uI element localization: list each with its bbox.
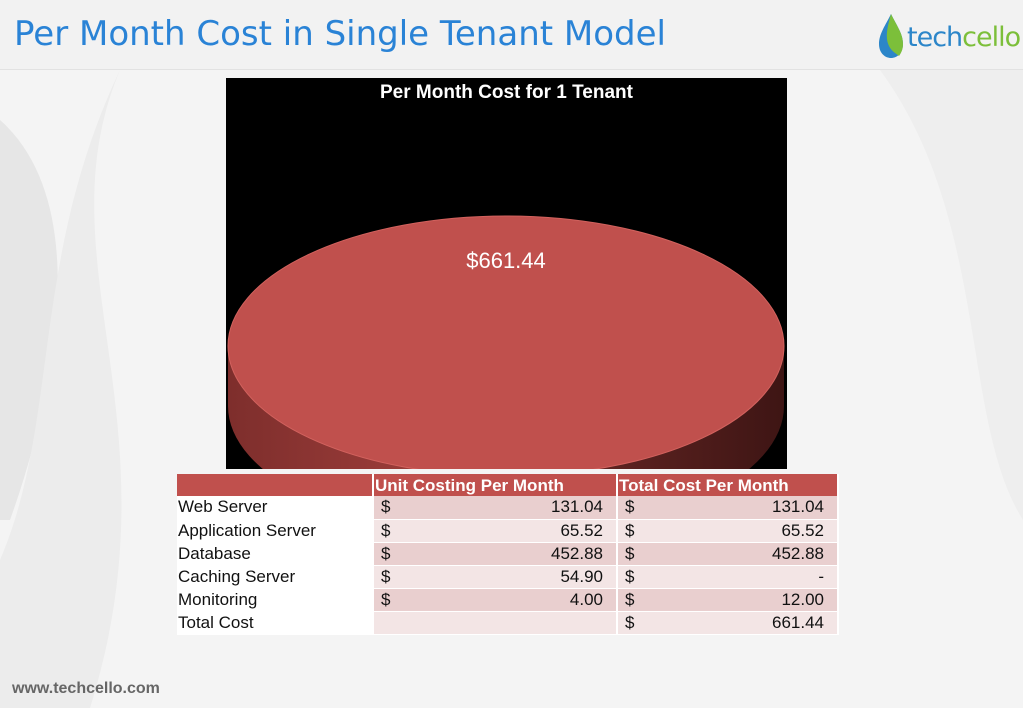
total-cost-cell: $452.88: [617, 542, 839, 566]
table-row: Database $452.88 $452.88: [177, 542, 839, 566]
row-label: Total Cost: [177, 611, 374, 635]
total-cost-value: 131.04: [772, 497, 824, 517]
table-row: Web Server $131.04 $131.04: [177, 496, 839, 520]
logo-wordmark: techcello: [907, 22, 1021, 53]
row-label: Application Server: [177, 519, 374, 543]
unit-cost-cell: $54.90: [373, 565, 618, 589]
currency-symbol: $: [625, 497, 635, 517]
logo-text-cello: cello: [962, 22, 1021, 53]
total-cost-cell: $65.52: [617, 519, 839, 543]
cost-table: Unit Costing Per Month Total Cost Per Mo…: [177, 474, 839, 635]
total-cost-value: 65.52: [781, 520, 824, 540]
chart-title: Per Month Cost for 1 Tenant: [380, 82, 633, 103]
header-blank: [177, 474, 374, 496]
currency-symbol: $: [381, 520, 391, 540]
unit-cost-value: 54.90: [560, 566, 603, 586]
water-drop-icon: [879, 14, 903, 58]
total-cost-value: 452.88: [772, 543, 824, 563]
total-cost-cell: $12.00: [617, 588, 839, 612]
currency-symbol: $: [381, 497, 391, 517]
table-row: Monitoring $4.00 $12.00: [177, 588, 839, 612]
currency-symbol: $: [625, 612, 635, 632]
pie-slice-side: [228, 346, 784, 469]
currency-symbol: $: [625, 566, 635, 586]
total-cost-cell: $ -: [617, 565, 839, 589]
row-label: Caching Server: [177, 565, 374, 589]
table-row: Total Cost $661.44: [177, 611, 839, 635]
table-header-row: Unit Costing Per Month Total Cost Per Mo…: [177, 474, 839, 496]
total-cost-value: 12.00: [781, 589, 824, 609]
header-bar: [0, 0, 1023, 70]
row-label: Monitoring: [177, 588, 374, 612]
total-cost-cell: $131.04: [617, 496, 839, 520]
row-label: Database: [177, 542, 374, 566]
pie-slice: [227, 215, 785, 469]
total-cost-cell: $661.44: [617, 611, 839, 635]
currency-symbol: $: [381, 543, 391, 563]
header-total-cost: Total Cost Per Month: [617, 474, 839, 496]
table-row: Application Server $65.52 $65.52: [177, 519, 839, 543]
unit-cost-value: 131.04: [551, 497, 603, 517]
unit-cost-value: 65.52: [560, 520, 603, 540]
unit-cost-cell: $65.52: [373, 519, 618, 543]
row-label: Web Server: [177, 496, 374, 520]
currency-symbol: $: [381, 566, 391, 586]
techcello-logo: [879, 14, 903, 58]
unit-cost-cell: [373, 611, 618, 635]
unit-cost-value: 4.00: [569, 589, 603, 609]
logo-text-tech: tech: [907, 22, 963, 53]
chart-panel: $661.44 Per Month Cost for 1 Tenant: [226, 78, 787, 469]
total-cost-value: -: [818, 566, 824, 586]
unit-cost-cell: $452.88: [373, 542, 618, 566]
pie-chart: $661.44: [227, 215, 785, 469]
pie-slice-label: $661.44: [466, 248, 546, 273]
slide-title: Per Month Cost in Single Tenant Model: [14, 14, 666, 54]
total-cost-value: 661.44: [772, 612, 824, 632]
currency-symbol: $: [625, 520, 635, 540]
currency-symbol: $: [625, 589, 635, 609]
unit-cost-cell: $4.00: [373, 588, 618, 612]
unit-cost-cell: $131.04: [373, 496, 618, 520]
unit-cost-value: 452.88: [551, 543, 603, 563]
footer-url: www.techcello.com: [12, 680, 160, 697]
table-row: Caching Server $54.90 $ -: [177, 565, 839, 589]
header-unit-cost: Unit Costing Per Month: [373, 474, 618, 496]
currency-symbol: $: [625, 543, 635, 563]
currency-symbol: $: [381, 589, 391, 609]
